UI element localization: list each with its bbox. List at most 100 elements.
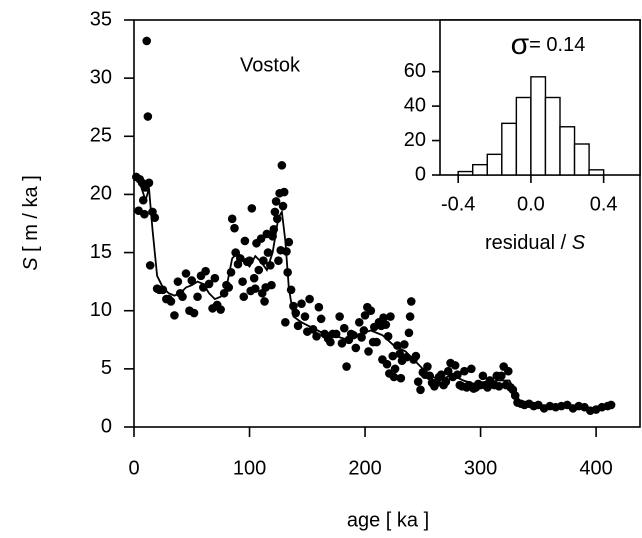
data-point xyxy=(396,373,406,383)
data-point xyxy=(173,277,183,286)
data-point xyxy=(193,292,202,302)
histogram-bar xyxy=(544,96,561,176)
y-axis-symbol: S xyxy=(20,257,42,271)
y-tick-label: 25 xyxy=(90,125,112,147)
data-point xyxy=(249,273,259,283)
data-point xyxy=(335,312,344,321)
x-tick-label: 100 xyxy=(233,457,266,479)
data-point xyxy=(158,285,168,295)
data-point xyxy=(389,372,399,382)
data-point xyxy=(386,312,395,321)
data-point xyxy=(267,280,276,290)
data-point xyxy=(189,308,199,318)
data-point xyxy=(379,313,388,322)
data-point xyxy=(337,338,347,348)
data-point xyxy=(150,213,160,222)
data-point xyxy=(351,343,361,353)
data-point xyxy=(230,223,239,233)
data-point xyxy=(436,370,446,379)
data-point xyxy=(142,36,152,46)
data-point xyxy=(210,273,220,283)
data-point xyxy=(467,364,476,374)
data-point xyxy=(145,261,155,270)
data-point xyxy=(383,331,393,341)
histogram-bar xyxy=(486,153,503,176)
data-point xyxy=(263,248,273,257)
data-point xyxy=(240,236,250,246)
y-tick-label: 10 xyxy=(90,299,112,321)
inset-x-title-text: residual / xyxy=(485,232,572,254)
data-point xyxy=(510,391,520,400)
data-point xyxy=(339,323,349,333)
data-point xyxy=(360,311,370,320)
data-point xyxy=(166,297,176,306)
data-point xyxy=(269,225,279,234)
data-point xyxy=(274,256,283,266)
data-point xyxy=(425,371,435,381)
data-point xyxy=(478,371,488,381)
data-point xyxy=(226,268,236,277)
data-point xyxy=(441,377,451,386)
data-point xyxy=(416,385,425,395)
data-point xyxy=(266,261,275,270)
data-point xyxy=(271,197,281,206)
data-point xyxy=(381,320,391,329)
data-point xyxy=(405,312,415,321)
data-point xyxy=(216,305,225,314)
y-tick-label: 0 xyxy=(101,415,112,437)
data-point xyxy=(138,195,148,205)
data-point xyxy=(406,297,416,306)
y-tick-label: 30 xyxy=(90,66,112,88)
inset-annotation: σ= 0.14 xyxy=(511,28,586,61)
data-point xyxy=(259,256,268,266)
data-point xyxy=(460,366,469,376)
data-point xyxy=(282,247,291,256)
data-point xyxy=(297,299,306,309)
data-point xyxy=(170,311,179,320)
data-point xyxy=(316,314,326,324)
y-tick-label: 20 xyxy=(90,183,112,205)
data-point xyxy=(278,201,288,211)
data-point xyxy=(286,285,296,295)
data-point xyxy=(342,362,351,371)
data-point xyxy=(364,347,373,356)
data-point xyxy=(260,297,269,306)
inset-x-symbol: S xyxy=(572,232,586,254)
data-point xyxy=(254,265,264,275)
data-point xyxy=(289,301,298,311)
data-point xyxy=(331,329,341,339)
data-point xyxy=(284,237,294,247)
y-tick-label: 0 xyxy=(415,163,426,185)
data-point xyxy=(144,178,154,188)
data-point xyxy=(143,112,153,121)
data-point xyxy=(413,377,423,386)
data-point xyxy=(305,294,314,304)
data-point xyxy=(178,292,187,302)
data-point xyxy=(238,277,247,286)
data-point xyxy=(308,325,318,334)
data-point xyxy=(504,366,513,376)
inset-x-title: residual / S xyxy=(485,232,586,254)
data-point xyxy=(227,214,237,224)
data-point xyxy=(239,292,249,302)
data-point xyxy=(251,284,260,293)
data-point xyxy=(181,269,191,278)
data-point xyxy=(359,326,369,335)
histogram-bar xyxy=(472,163,488,176)
data-point xyxy=(219,288,229,298)
data-point xyxy=(201,266,210,276)
data-point xyxy=(388,351,398,361)
data-point xyxy=(404,328,414,338)
y-tick-label: 5 xyxy=(101,357,112,379)
data-point xyxy=(366,306,376,316)
data-point xyxy=(494,382,504,391)
x-tick-label: 0.0 xyxy=(517,193,545,215)
data-point xyxy=(279,187,289,197)
x-tick-label: 200 xyxy=(348,457,381,479)
data-point xyxy=(357,333,366,342)
data-point xyxy=(402,352,411,362)
data-point xyxy=(270,207,280,217)
data-point xyxy=(382,359,392,369)
data-point xyxy=(204,279,214,289)
